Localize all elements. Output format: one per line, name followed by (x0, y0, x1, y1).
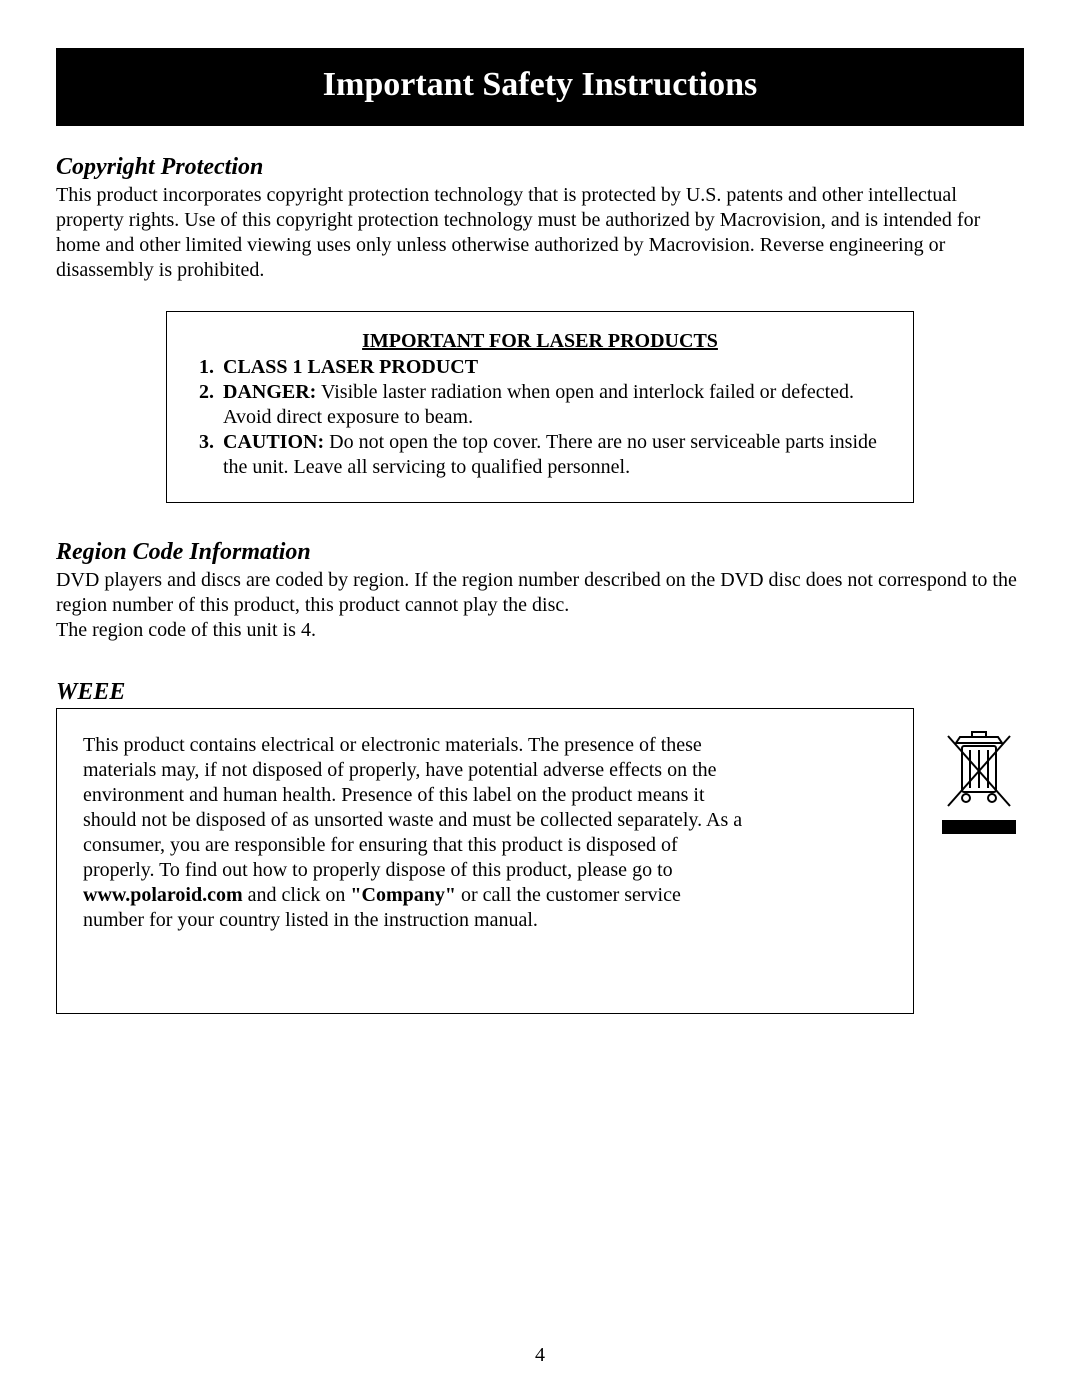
weee-bar-icon (942, 820, 1016, 834)
laser-item-2: DANGER: Visible laster radiation when op… (219, 380, 889, 430)
copyright-section: Copyright Protection This product incorp… (56, 154, 1024, 503)
weee-symbol (934, 708, 1024, 834)
laser-item-1: CLASS 1 LASER PRODUCT (219, 355, 889, 380)
page-number: 4 (0, 1344, 1080, 1367)
page-title-bar: Important Safety Instructions (56, 48, 1024, 126)
laser-box-list: CLASS 1 LASER PRODUCT DANGER: Visible la… (191, 355, 889, 480)
copyright-body: This product incorporates copyright prot… (56, 183, 1024, 283)
weee-section: WEEE This product contains electrical or… (56, 679, 1024, 1014)
laser-box-title: IMPORTANT FOR LASER PRODUCTS (191, 330, 889, 353)
region-heading: Region Code Information (56, 539, 1024, 566)
region-body: DVD players and discs are coded by regio… (56, 568, 1024, 643)
copyright-heading: Copyright Protection (56, 154, 1024, 181)
crossed-bin-icon (940, 726, 1018, 814)
weee-box: This product contains electrical or elec… (56, 708, 914, 1014)
laser-warning-box: IMPORTANT FOR LASER PRODUCTS CLASS 1 LAS… (166, 311, 914, 503)
weee-body: This product contains electrical or elec… (83, 733, 743, 933)
laser-item-3: CAUTION: Do not open the top cover. Ther… (219, 430, 889, 480)
region-section: Region Code Information DVD players and … (56, 539, 1024, 643)
weee-heading: WEEE (56, 679, 1024, 706)
